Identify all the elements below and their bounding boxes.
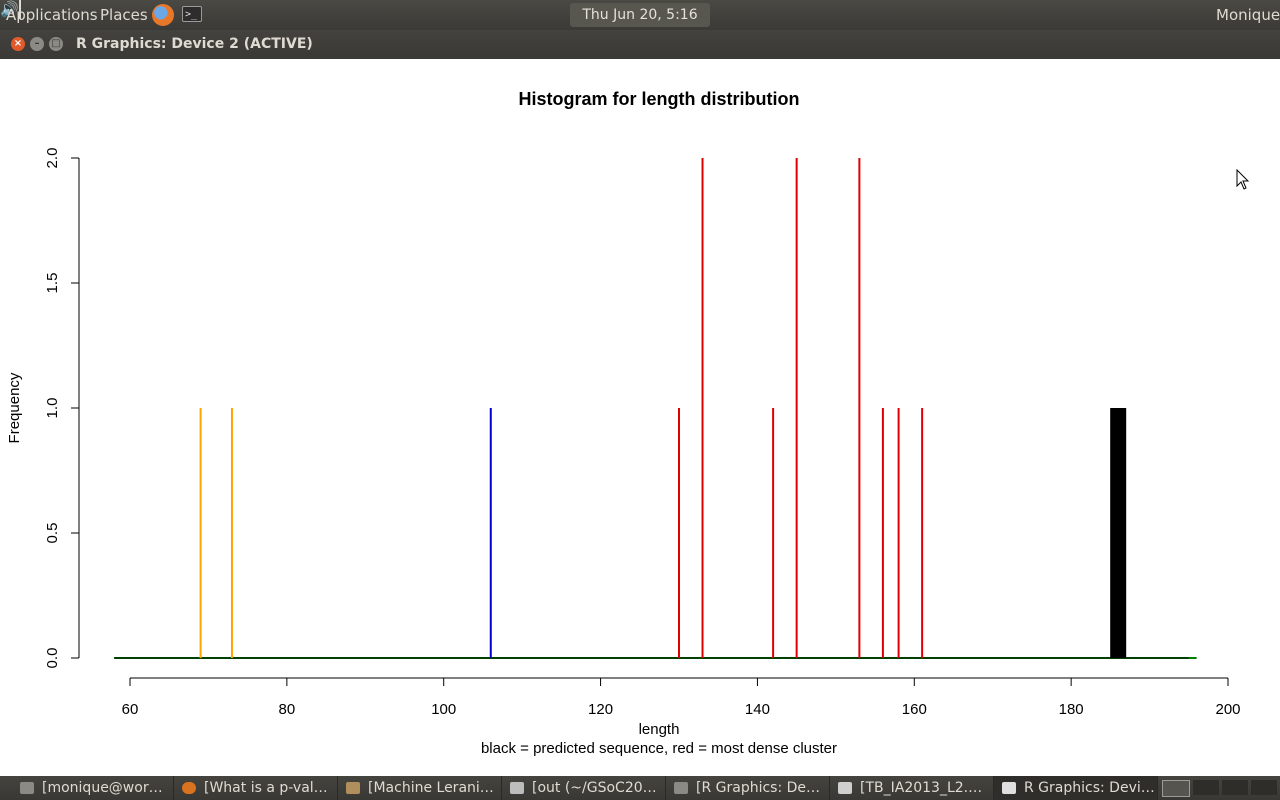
- chart-title: Histogram for length distribution: [519, 89, 800, 109]
- terminal-icon[interactable]: >_: [182, 6, 202, 22]
- applications-menu[interactable]: Applications: [6, 6, 98, 24]
- task-terminal[interactable]: [monique@wor…: [12, 776, 174, 800]
- window-icon: [1002, 782, 1016, 794]
- x-tick-label-160: 160: [902, 701, 927, 718]
- volume-icon[interactable]: 🔊: [0, 0, 19, 18]
- battery-icon[interactable]: [18, 0, 21, 19]
- chart-subtitle: black = predicted sequence, red = most d…: [481, 740, 837, 757]
- mouse-cursor-icon: [1236, 169, 1250, 190]
- task-label: [monique@wor…: [42, 780, 163, 796]
- y-tick-label-2.0: 2.0: [44, 148, 61, 169]
- task-r-graphics-1[interactable]: [R Graphics: De…: [666, 776, 830, 800]
- task-label: [What is a p-val…: [204, 780, 328, 796]
- task-document[interactable]: [TB_IA2013_L2.…: [830, 776, 994, 800]
- workspace-1[interactable]: [1162, 780, 1190, 797]
- task-folder[interactable]: [Machine Lerani…: [338, 776, 502, 800]
- firefox-icon: [182, 782, 196, 794]
- task-label: [TB_IA2013_L2.…: [860, 780, 983, 796]
- window-titlebar[interactable]: × – □ R Graphics: Device 2 (ACTIVE): [0, 30, 1280, 59]
- taskbar: [monique@wor… [What is a p-val… [Machine…: [0, 776, 1280, 800]
- plot-area: Histogram for length distribution 60 80 10…: [0, 59, 1280, 776]
- task-label: [out (~/GSoC20…: [532, 780, 657, 796]
- x-axis-label: length: [639, 721, 680, 738]
- maximize-icon[interactable]: □: [49, 37, 63, 51]
- x-tick-label-140: 140: [745, 701, 770, 718]
- bar-predicted: [1110, 408, 1127, 658]
- window-title: R Graphics: Device 2 (ACTIVE): [76, 36, 313, 52]
- x-tick-label-120: 120: [588, 701, 613, 718]
- x-tick-label-80: 80: [279, 701, 296, 718]
- top-panel: Applications Places >_ Thu Jun 20, 5:16 …: [0, 0, 1280, 47]
- y-tick-label-1.5: 1.5: [44, 273, 61, 294]
- close-icon[interactable]: ×: [11, 37, 25, 51]
- firefox-icon[interactable]: [152, 4, 174, 26]
- task-text-editor[interactable]: [out (~/GSoC20…: [502, 776, 666, 800]
- task-label: R Graphics: Devi…: [1024, 780, 1155, 796]
- task-label: [Machine Lerani…: [368, 780, 494, 796]
- y-tick-label-0.0: 0.0: [44, 648, 61, 669]
- x-tick-label-100: 100: [431, 701, 456, 718]
- window-icon: [674, 782, 688, 794]
- x-tick-label-60: 60: [122, 701, 139, 718]
- task-r-graphics-active[interactable]: R Graphics: Devi…: [994, 776, 1158, 800]
- clock[interactable]: Thu Jun 20, 5:16 PM: [570, 3, 710, 47]
- x-tick-label-180: 180: [1059, 701, 1084, 718]
- terminal-icon: [20, 782, 34, 794]
- task-firefox[interactable]: [What is a p-val…: [174, 776, 338, 800]
- workspace-4[interactable]: [1251, 780, 1277, 795]
- document-icon: [838, 782, 852, 794]
- text-editor-icon: [510, 782, 524, 794]
- y-axis-label: Frequency: [6, 372, 23, 443]
- places-menu[interactable]: Places: [100, 6, 148, 24]
- folder-icon: [346, 782, 360, 794]
- histogram-chart: Histogram for length distribution 60 80 10…: [6, 89, 1241, 757]
- x-tick-label-200: 200: [1215, 701, 1240, 718]
- y-tick-label-1.0: 1.0: [44, 398, 61, 419]
- workspace-2[interactable]: [1193, 780, 1219, 795]
- workspace-3[interactable]: [1222, 780, 1248, 795]
- user-menu[interactable]: Monique: [1216, 6, 1280, 24]
- y-tick-label-0.5: 0.5: [44, 523, 61, 544]
- task-label: [R Graphics: De…: [696, 780, 821, 796]
- minimize-icon[interactable]: –: [30, 37, 44, 51]
